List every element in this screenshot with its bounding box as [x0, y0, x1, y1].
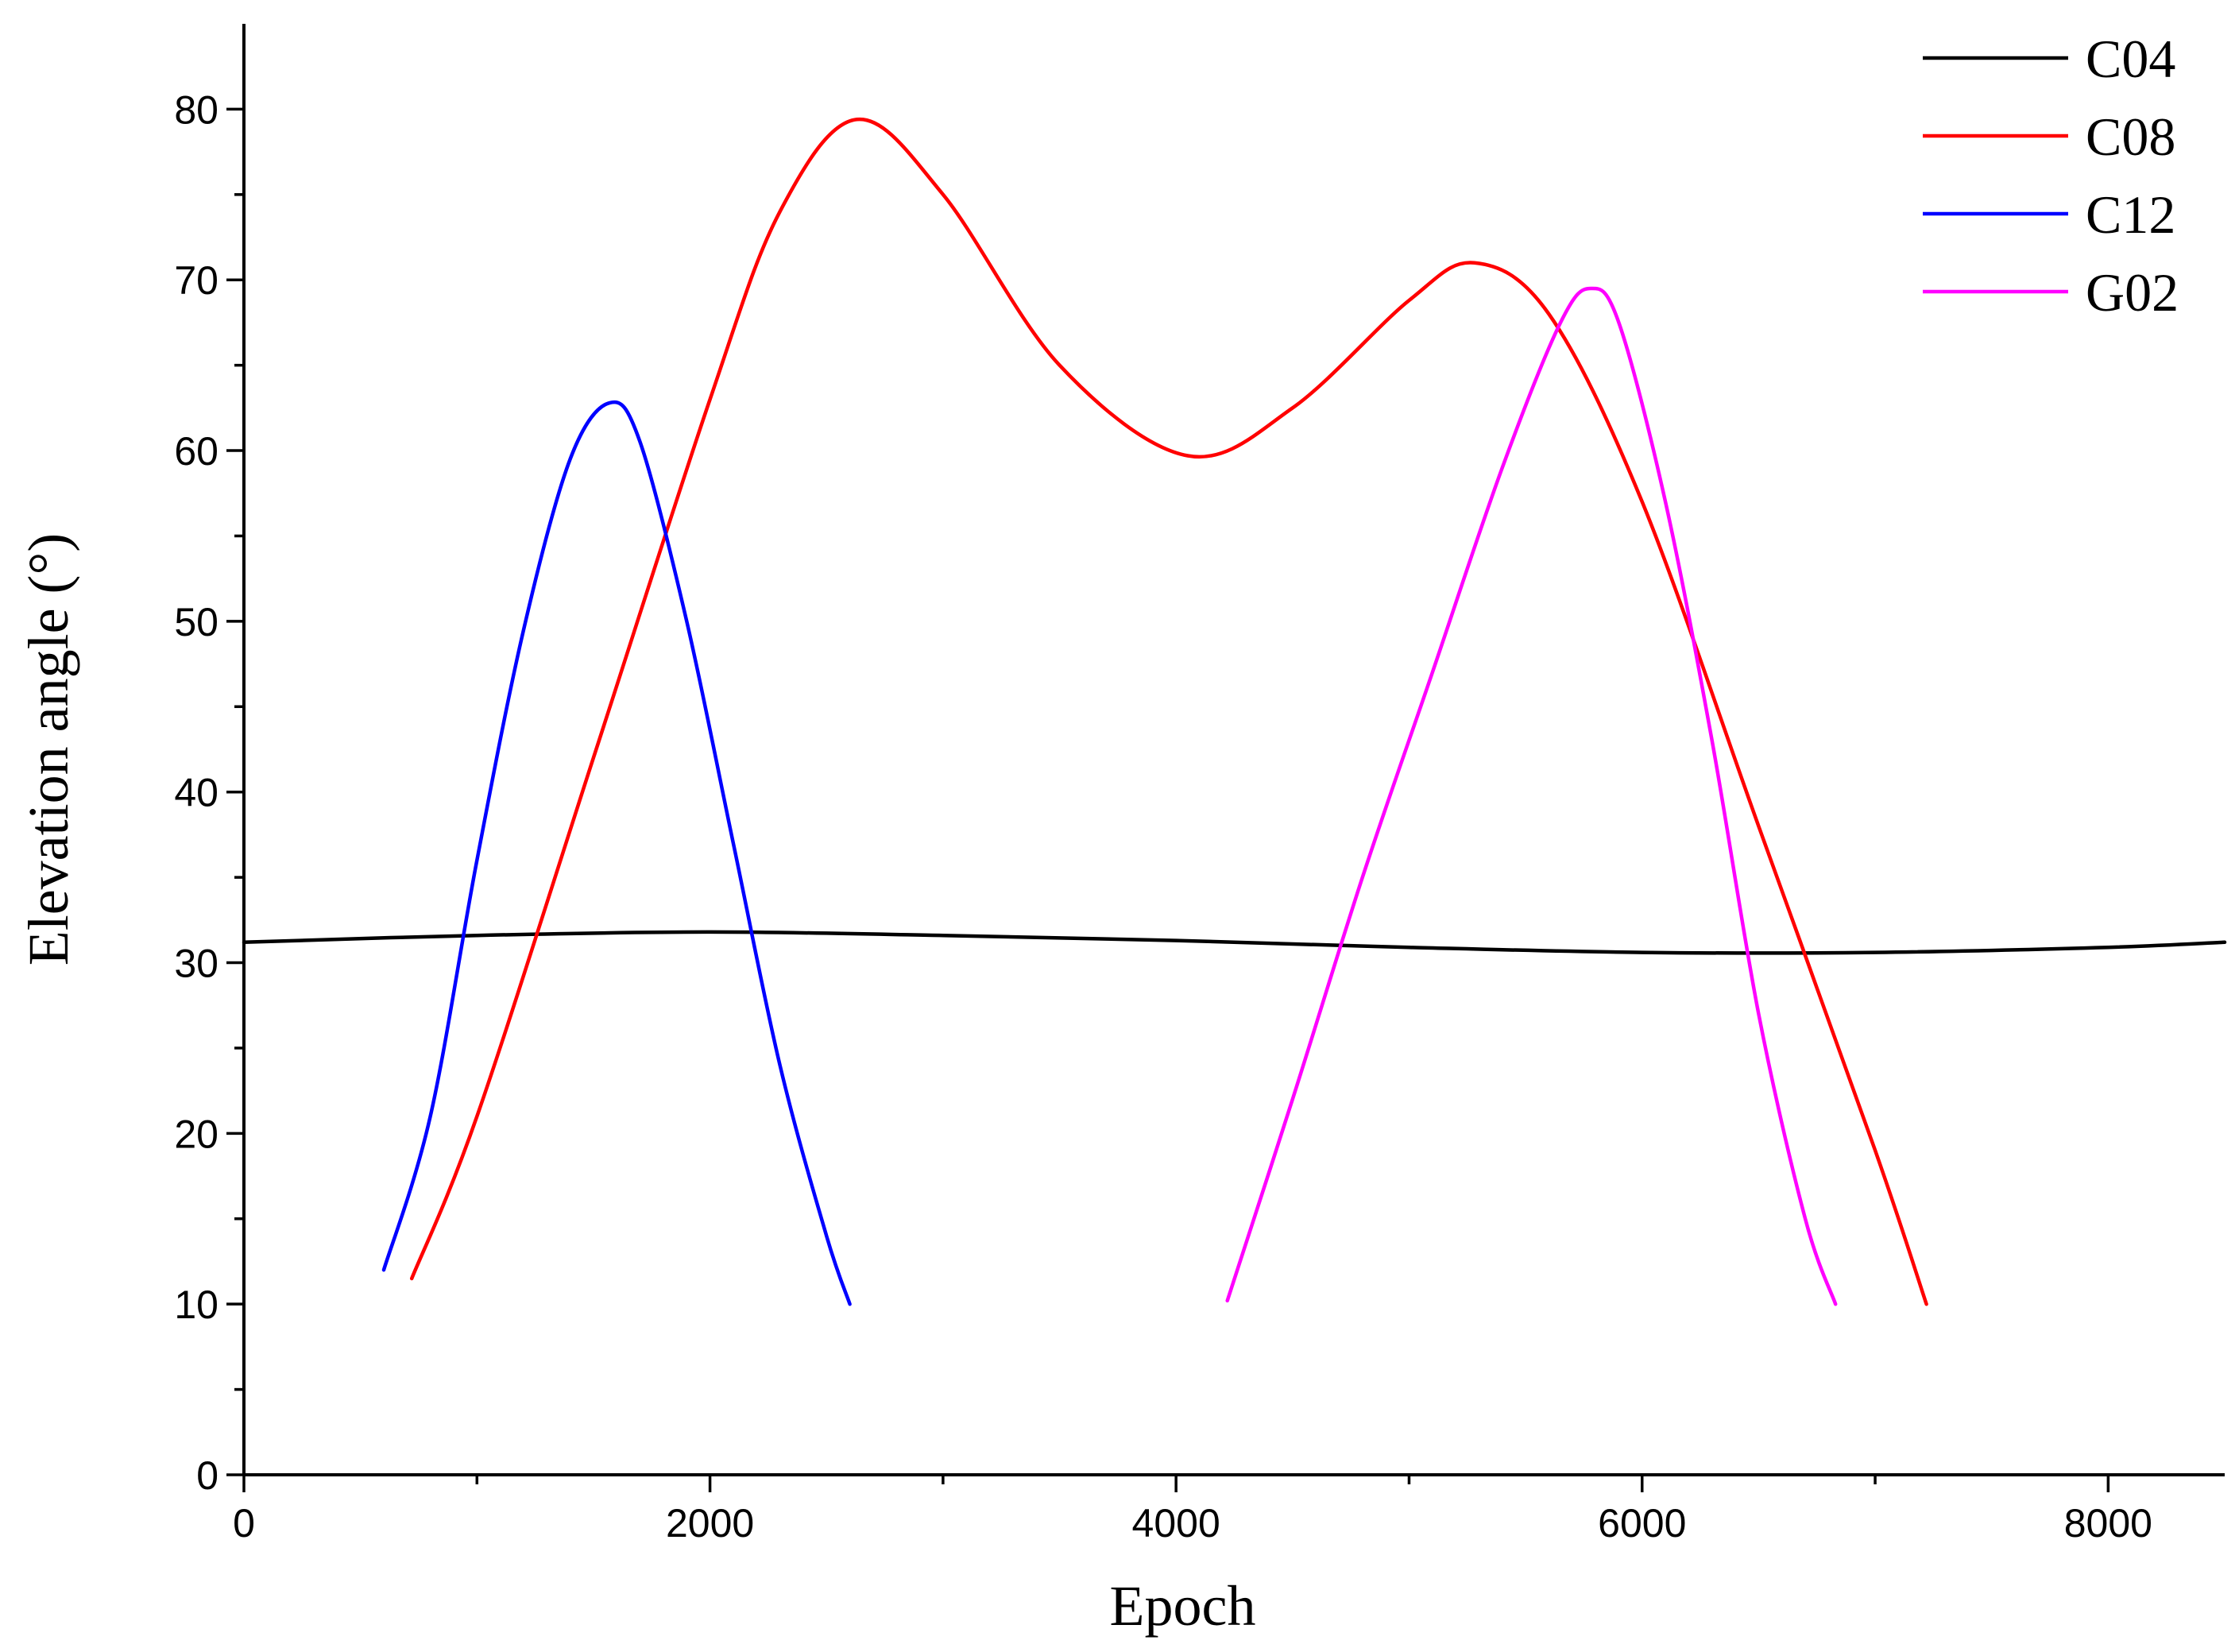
- series-layer: [242, 118, 2227, 1306]
- x-tick-label: 6000: [1598, 1501, 1686, 1546]
- series-line-c12: [381, 400, 852, 1306]
- y-tick-label: 20: [174, 1112, 218, 1156]
- y-tick-label: 70: [174, 258, 218, 303]
- y-tick-label: 60: [174, 429, 218, 474]
- y-tick-label: 80: [174, 87, 218, 132]
- x-tick-label: 4000: [1132, 1501, 1220, 1546]
- y-tick-label: 40: [174, 771, 218, 815]
- x-axis-title: Epoch: [1110, 1574, 1256, 1638]
- x-tick-label: 8000: [2064, 1501, 2152, 1546]
- legend-label-c12: C12: [2086, 184, 2175, 245]
- axes-layer: [242, 24, 2225, 1476]
- y-axis-title: Elevation angle (°): [17, 533, 80, 966]
- y-tick-label: 30: [174, 942, 218, 986]
- y-tick-label: 10: [174, 1283, 218, 1327]
- y-tick-label: 0: [196, 1453, 218, 1498]
- ticks-layer: 0 2000 4000 6000 8000 0 10 20 30 40 50 60 70 80: [174, 87, 2152, 1546]
- legend: C04 C08 C12 G02: [1923, 29, 2179, 323]
- x-tick-label: 2000: [666, 1501, 754, 1546]
- series-line-c04: [242, 930, 2227, 955]
- series-line-g02: [1225, 286, 1838, 1306]
- y-tick-label: 50: [174, 600, 218, 644]
- legend-label-c08: C08: [2086, 106, 2175, 167]
- series-line-c08: [409, 118, 1928, 1306]
- x-tick-label: 0: [233, 1501, 255, 1546]
- legend-label-g02: G02: [2086, 262, 2179, 323]
- legend-label-c04: C04: [2086, 29, 2175, 89]
